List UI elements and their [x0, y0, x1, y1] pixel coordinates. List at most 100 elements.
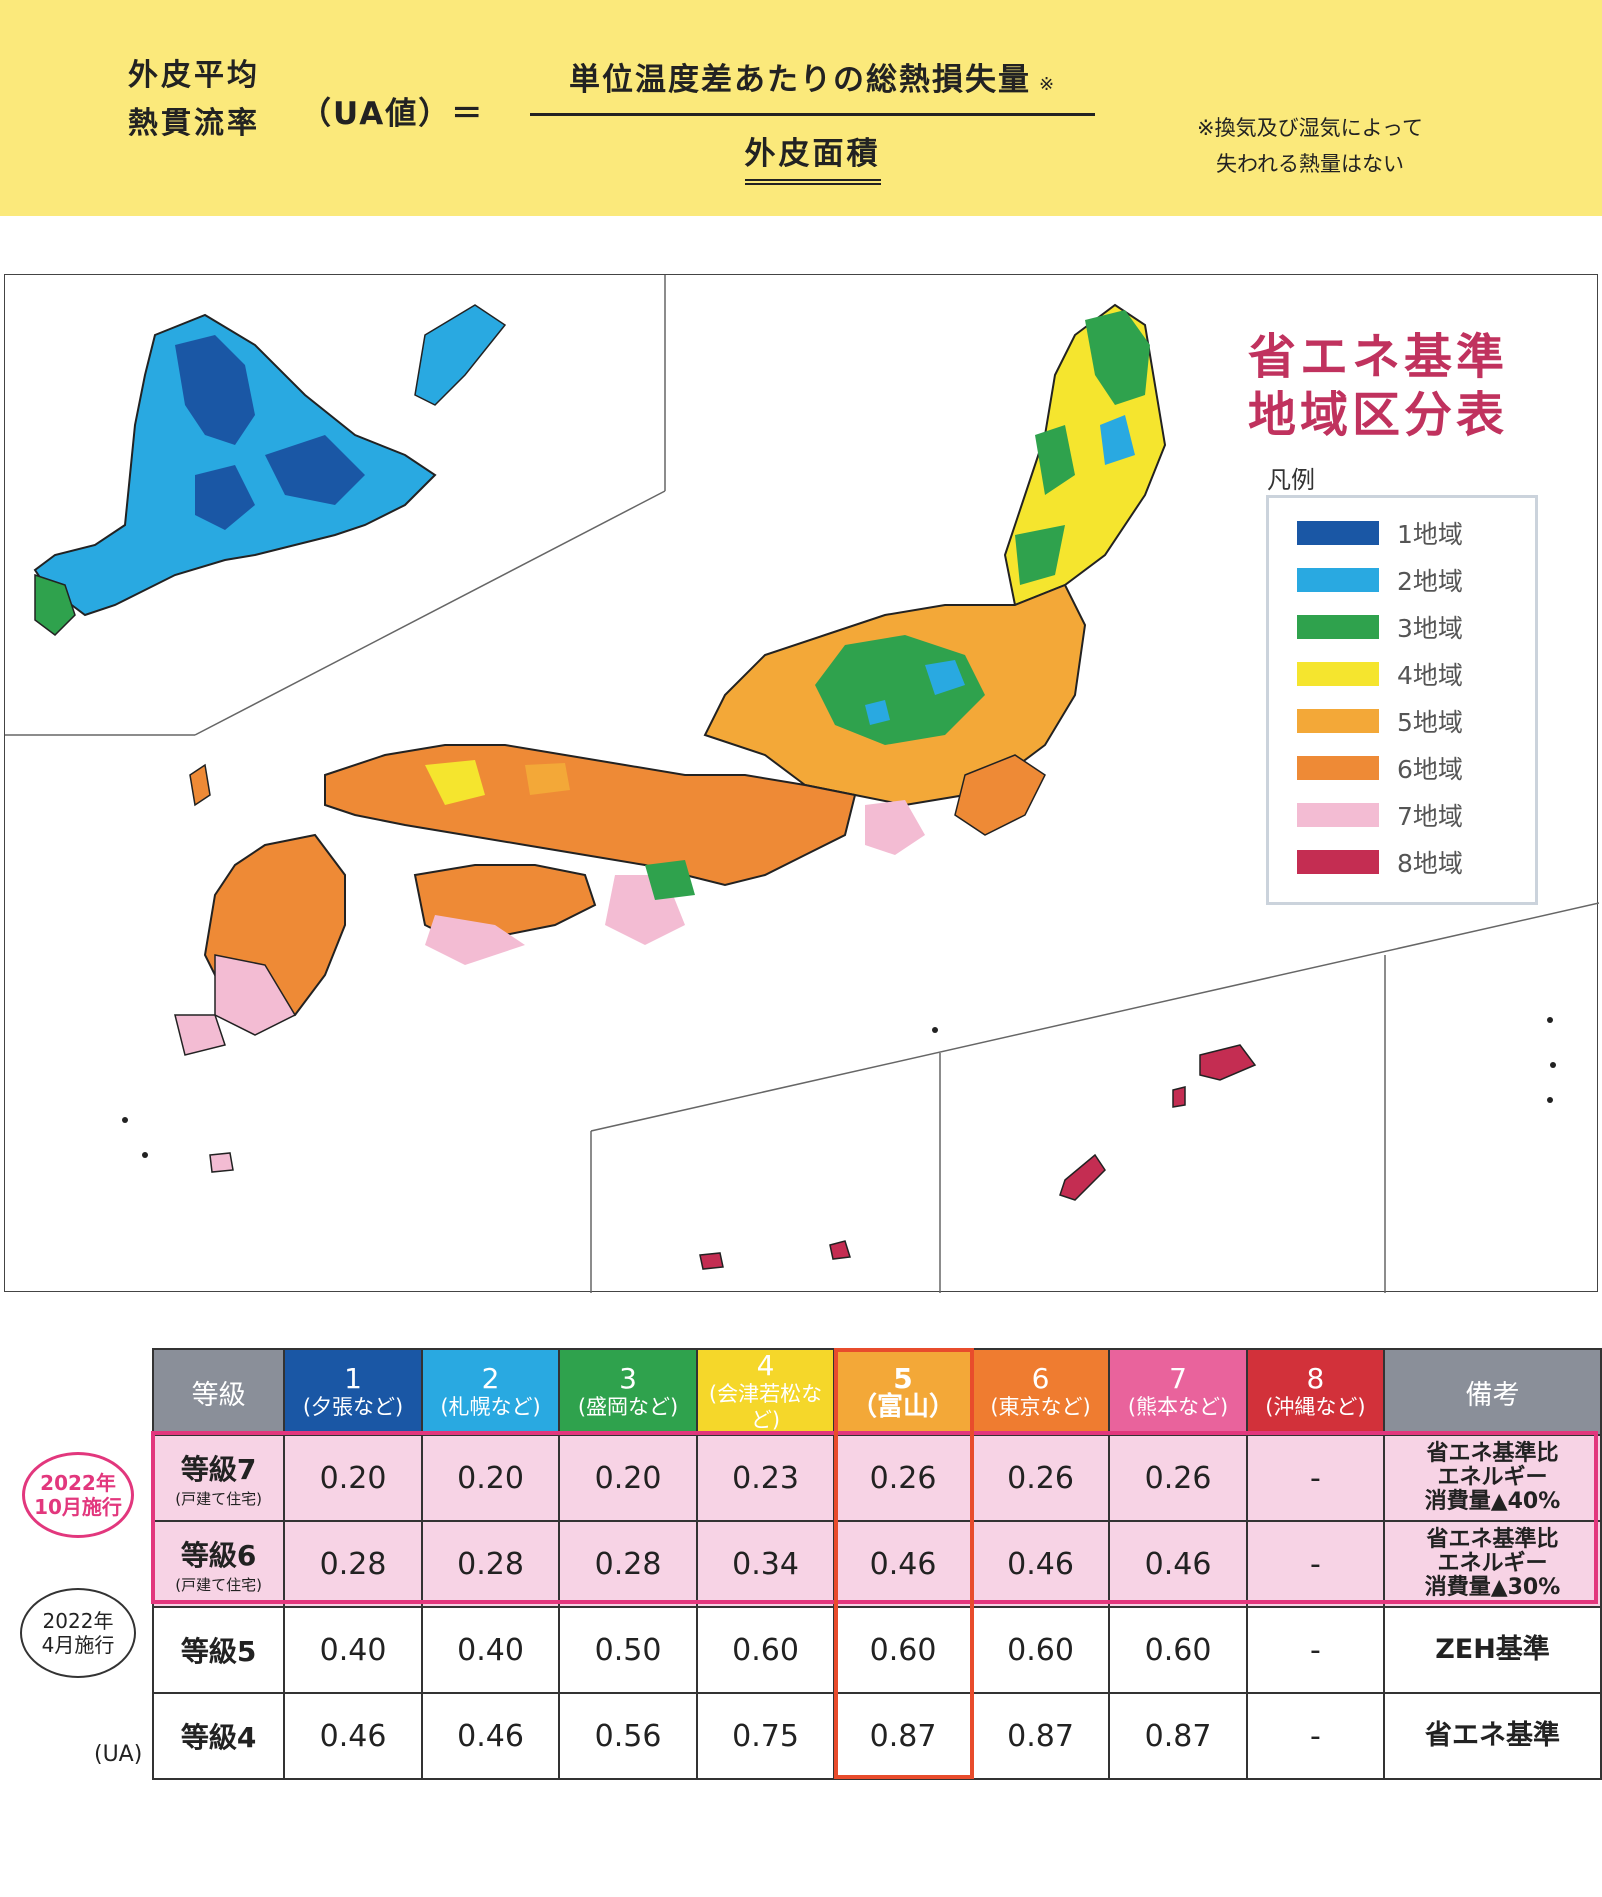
legend-swatch — [1297, 803, 1379, 827]
legend-swatch — [1297, 568, 1379, 592]
table-body: 等級7 (戸建て住宅) 0.20 0.20 0.20 0.23 0.26 0.26 0.26- 省… — [151, 1434, 1602, 1780]
header-region-7: 7 (熊本など) — [1108, 1348, 1248, 1436]
note-line: 省エネ基準 — [1425, 1720, 1560, 1751]
ua-value-cell: 0.34 — [695, 1520, 836, 1608]
formula-note-line1: ※換気及び湿気によって — [1197, 116, 1423, 140]
ua-value-cell: 0.20 — [558, 1434, 698, 1522]
region-number: 6 — [1031, 1362, 1050, 1395]
tohoku-region — [1003, 303, 1167, 607]
region-example: （富山） — [851, 1392, 956, 1422]
note-cell: ZEH基準 — [1383, 1606, 1602, 1694]
legend-label: 6地域 — [1397, 755, 1463, 784]
ua-value-cell: 0.50 — [558, 1606, 698, 1694]
legend-swatch — [1297, 615, 1379, 639]
numerator-text: 単位温度差あたりの総熱損失量 — [568, 62, 1031, 98]
ua-value-table: 等級 1 (夕張など) 2 (札幌など) 3 (盛岡など) 4 (会津若松など) 5 （富山） 6(… — [151, 1348, 1602, 1780]
ua-value-cell: 0.60 — [970, 1606, 1111, 1694]
ua-value-cell: 0.20 — [420, 1434, 561, 1522]
formula-numerator: 単位温度差あたりの総熱損失量 ※ — [530, 54, 1095, 116]
note-line: 消費量▲40% — [1424, 1489, 1561, 1514]
legend-swatch — [1297, 521, 1379, 545]
hokkaido-region — [33, 304, 507, 636]
region-number: 2 — [481, 1362, 500, 1395]
legend-label: 4地域 — [1397, 661, 1463, 690]
formula-note: ※換気及び湿気によって 失われる熱量はない — [1160, 110, 1460, 182]
ua-value-cell: 0.26 — [833, 1434, 973, 1522]
ua-value-cell: 0.28 — [558, 1520, 698, 1608]
shikoku-region — [413, 864, 597, 965]
legend-label: 7地域 — [1397, 802, 1463, 831]
region-example: (盛岡など) — [577, 1395, 679, 1419]
legend-label: 5地域 — [1397, 708, 1463, 737]
grade-label: 等級4 — [180, 1721, 257, 1754]
ua-value-cell: 0.75 — [695, 1692, 836, 1780]
formula-lhs: 外皮平均 熱貫流率 — [128, 52, 288, 148]
bubble-apr-month: 4月施行 — [41, 1633, 115, 1657]
formula-ua-symbol: （UA値）＝ — [300, 96, 485, 132]
ua-value-cell: 0.26 — [1108, 1434, 1248, 1522]
map-legend: 1地域 2地域 3地域 4地域 5地域 6地域 7地域 8地域 — [1266, 495, 1538, 905]
bubble-oct-month: 10月施行 — [34, 1495, 122, 1519]
header-region-8: 8 (沖縄など) — [1245, 1348, 1386, 1436]
region-example: (会津若松など) — [708, 1382, 823, 1432]
formula-banner: 外皮平均 熱貫流率 （UA値）＝ 単位温度差あたりの総熱損失量 ※ 外皮面積 ※換… — [0, 0, 1602, 216]
table-header-row: 等級 1 (夕張など) 2 (札幌など) 3 (盛岡など) 4 (会津若松など) 5 （富山） 6(… — [151, 1348, 1602, 1436]
header-region-6: 6 (東京など) — [970, 1348, 1111, 1436]
note-line: 省エネ基準比 — [1426, 1527, 1559, 1552]
grade-detail: (戸建て住宅) — [175, 1489, 262, 1508]
ua-value-cell: 0.28 — [283, 1520, 423, 1608]
ua-value-cell: - — [1245, 1520, 1386, 1608]
region-example: (夕張など) — [302, 1395, 404, 1419]
header-region-5: 5 （富山） — [833, 1348, 973, 1436]
region-example: (沖縄など) — [1265, 1395, 1366, 1419]
region-number: 1 — [344, 1362, 362, 1395]
ua-value-cell: 0.60 — [1108, 1606, 1248, 1694]
oct-2022-highlight-frame — [151, 1431, 1598, 1604]
legend-label: 8地域 — [1397, 849, 1463, 878]
legend-item: 1地域 — [1297, 518, 1463, 549]
region-number: 8 — [1306, 1362, 1325, 1395]
header-grade: 等級 — [151, 1348, 286, 1436]
grade-cell: 等級4 — [151, 1692, 286, 1780]
map-title: 省エネ基準 地域区分表 — [1248, 328, 1508, 444]
ua-value-cell: 0.60 — [695, 1606, 836, 1694]
legend-swatch — [1297, 756, 1379, 780]
legend-caption: 凡例 — [1267, 466, 1315, 494]
legend-item: 5地域 — [1297, 706, 1463, 737]
grade-label: 等級5 — [180, 1635, 257, 1668]
legend-item: 6地域 — [1297, 753, 1463, 784]
apr-2022-enforcement-bubble: 2022年 4月施行 — [20, 1588, 136, 1678]
toyama-column-highlight-frame — [834, 1348, 974, 1779]
map-title-line2: 地域区分表 — [1248, 387, 1509, 443]
bubble-apr-year: 2022年 — [42, 1609, 114, 1633]
region-example: (東京など) — [990, 1395, 1091, 1419]
note-line: 省エネ基準比 — [1426, 1441, 1559, 1466]
table-row: 等級6 (戸建て住宅) 0.28 0.28 0.28 0.34 0.46 0.46 0.46- 省… — [151, 1520, 1602, 1608]
ua-value-cell: 0.56 — [558, 1692, 698, 1780]
note-cell: 省エネ基準比 エネルギー 消費量▲40% — [1383, 1434, 1602, 1522]
ua-value-cell: 0.40 — [420, 1606, 561, 1694]
honshu-central-region — [703, 583, 1087, 855]
legend-label: 3地域 — [1397, 614, 1463, 643]
western-honshu-region — [324, 744, 857, 945]
formula-denominator: 外皮面積 — [744, 128, 881, 185]
legend-item: 7地域 — [1297, 800, 1463, 831]
numerator-mark: ※ — [1038, 74, 1057, 95]
ua-unit-label: (UA) — [94, 1742, 143, 1767]
grade-detail: (戸建て住宅) — [175, 1575, 262, 1594]
grade-label: 等級6 — [180, 1538, 257, 1572]
legend-item: 8地域 — [1297, 847, 1463, 878]
note-line: 消費量▲30% — [1424, 1575, 1561, 1600]
formula-lhs-line1: 外皮平均 — [128, 58, 260, 93]
header-region-4: 4 (会津若松など) — [695, 1348, 836, 1436]
note-cell: 省エネ基準 — [1383, 1692, 1602, 1780]
ua-value-cell: - — [1245, 1434, 1386, 1522]
ua-value-cell: 0.26 — [970, 1434, 1111, 1522]
ua-value-cell: 0.60 — [833, 1606, 973, 1694]
grade-cell: 等級5 — [151, 1606, 286, 1694]
ua-value-cell: - — [1245, 1606, 1386, 1694]
legend-item: 3地域 — [1297, 612, 1463, 643]
legend-swatch — [1297, 709, 1379, 733]
note-line: エネルギー — [1437, 1465, 1548, 1490]
ua-value-cell: 0.46 — [833, 1520, 973, 1608]
